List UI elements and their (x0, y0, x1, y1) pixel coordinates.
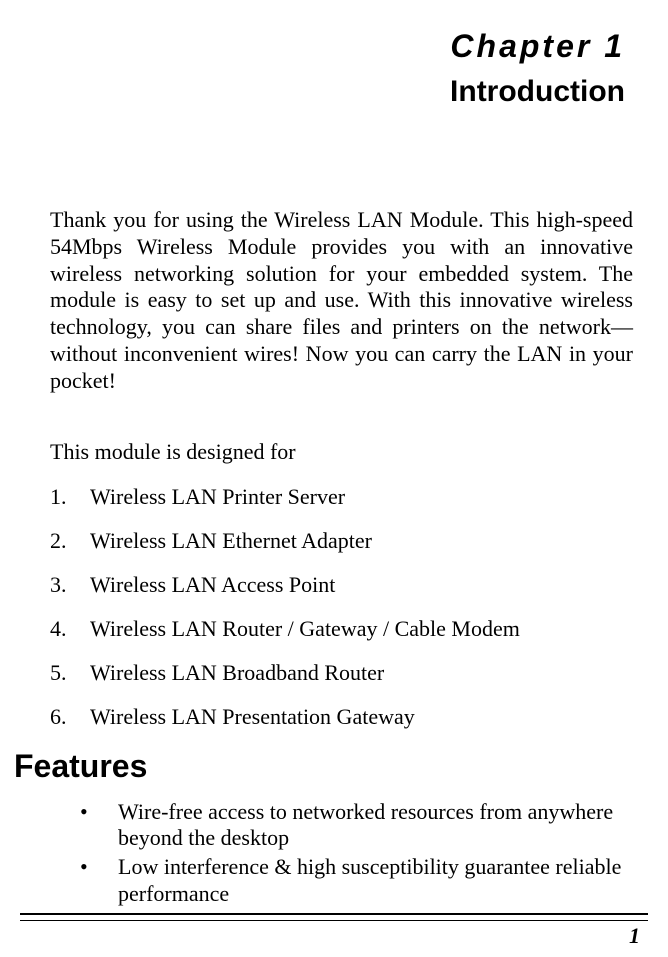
list-item: 5. Wireless LAN Broadband Router (50, 660, 633, 686)
bullet-icon: • (80, 799, 88, 826)
list-item-text: Wireless LAN Access Point (90, 572, 335, 597)
list-item-number: 4. (50, 616, 67, 642)
designed-for-list: 1. Wireless LAN Printer Server 2. Wirele… (50, 484, 633, 730)
list-item-number: 1. (50, 484, 67, 510)
designed-for-lead-in: This module is designed for (50, 439, 633, 466)
list-item-number: 6. (50, 704, 67, 730)
list-item-number: 5. (50, 660, 67, 686)
list-item: 6. Wireless LAN Presentation Gateway (50, 704, 633, 730)
list-item: • Low interference & high susceptibility… (80, 854, 633, 908)
list-item-number: 2. (50, 528, 67, 554)
features-heading: Features (14, 748, 633, 785)
list-item-text: Wire-free access to networked resources … (118, 799, 613, 851)
footer-rule-thin (20, 920, 648, 921)
chapter-title: Introduction (50, 75, 625, 109)
list-item: • Wire-free access to networked resource… (80, 799, 633, 853)
list-item: 4. Wireless LAN Router / Gateway / Cable… (50, 616, 633, 642)
features-list: • Wire-free access to networked resource… (80, 799, 633, 908)
list-item-number: 3. (50, 572, 67, 598)
list-item-text: Wireless LAN Router / Gateway / Cable Mo… (90, 616, 520, 641)
footer-rule-thick (20, 913, 648, 915)
list-item: 2. Wireless LAN Ethernet Adapter (50, 528, 633, 554)
page-number: 1 (629, 923, 640, 949)
list-item-text: Low interference & high susceptibility g… (118, 854, 621, 906)
list-item-text: Wireless LAN Printer Server (90, 484, 345, 509)
chapter-label: Chapter 1 (50, 28, 625, 65)
bullet-icon: • (80, 854, 88, 881)
list-item-text: Wireless LAN Broadband Router (90, 660, 384, 685)
list-item: 3. Wireless LAN Access Point (50, 572, 633, 598)
list-item-text: Wireless LAN Ethernet Adapter (90, 528, 372, 553)
list-item-text: Wireless LAN Presentation Gateway (90, 704, 415, 729)
list-item: 1. Wireless LAN Printer Server (50, 484, 633, 510)
intro-paragraph: Thank you for using the Wireless LAN Mod… (50, 207, 633, 395)
